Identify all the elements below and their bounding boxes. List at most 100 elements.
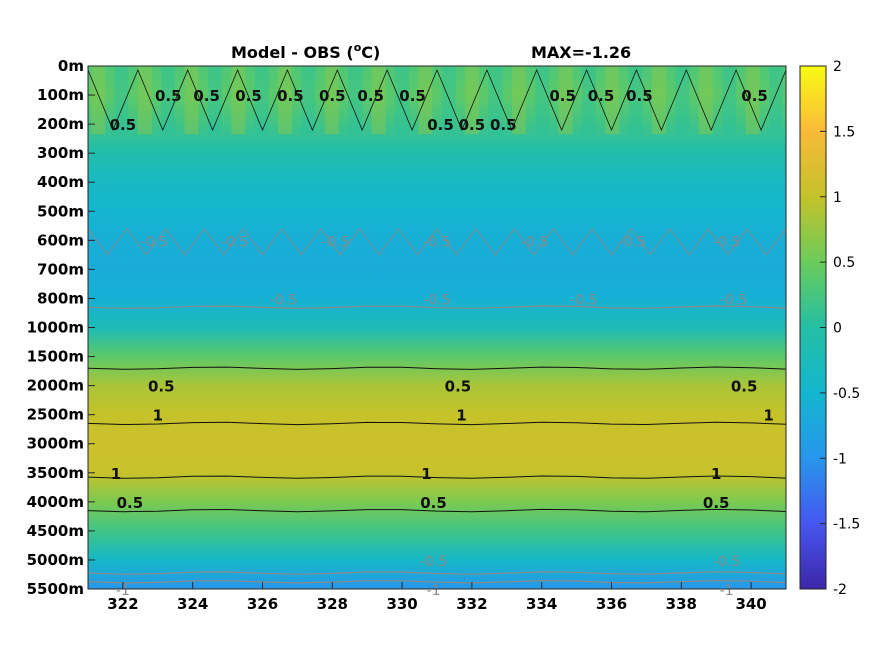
chart-title: Model - OBS (oC) bbox=[231, 41, 380, 62]
y-tick-label: 600m bbox=[37, 231, 84, 249]
upper-ocean-streak bbox=[278, 66, 293, 135]
contour-label: 0.5 bbox=[427, 116, 454, 134]
colorbar-tick-label: -1 bbox=[833, 451, 847, 467]
x-axis: 322 324 326 328 330 332 334 336 338 340 bbox=[107, 582, 767, 613]
upper-ocean-streak bbox=[441, 66, 456, 135]
contour-line-minus-half-upper bbox=[88, 227, 786, 256]
colorbar-tick-label: -0.5 bbox=[833, 386, 860, 402]
colorbar-tick-label: 1 bbox=[833, 190, 842, 206]
contour-label: 0.5 bbox=[148, 378, 175, 396]
contour-label: 0.5 bbox=[588, 87, 615, 105]
contour-label: -0.5 bbox=[713, 234, 740, 250]
x-tick-label: 334 bbox=[526, 595, 557, 613]
contour-label: 0.5 bbox=[549, 87, 576, 105]
y-tick-label: 5500m bbox=[27, 580, 84, 598]
y-tick-label: 1000m bbox=[27, 319, 84, 337]
contour-label: -0.5 bbox=[713, 554, 740, 570]
contour-label: 1 bbox=[763, 407, 773, 425]
contour-line-half-upper bbox=[88, 366, 786, 370]
y-tick-label: 300m bbox=[37, 144, 84, 162]
x-tick-label: 326 bbox=[247, 595, 278, 613]
y-tick-label: 200m bbox=[37, 115, 84, 133]
upper-ocean-streak bbox=[394, 66, 409, 135]
chart-title-degree: o bbox=[354, 41, 362, 54]
contour-label: 0.5 bbox=[110, 116, 137, 134]
upper-ocean-streak bbox=[558, 66, 573, 135]
x-tick-label: 340 bbox=[735, 595, 766, 613]
y-tick-label: 500m bbox=[37, 202, 84, 220]
y-tick-label: 800m bbox=[37, 289, 84, 307]
contour-label: 0.5 bbox=[459, 116, 486, 134]
upper-ocean-streak bbox=[161, 66, 176, 135]
contour-labels: 0.50.5 0.5 0.5 0.5 0.5 0.5 0.50.5 0.5 0.50.5 0.5 0… bbox=[110, 87, 774, 599]
upper-ocean-streak bbox=[511, 66, 526, 135]
contour-label: 1 bbox=[153, 407, 163, 425]
contour-label: 0.5 bbox=[420, 494, 447, 512]
contour-label: 1 bbox=[711, 465, 721, 483]
contour-label: 0.5 bbox=[155, 87, 182, 105]
x-tick-label: 324 bbox=[177, 595, 208, 613]
contour-label: -0.5 bbox=[720, 292, 747, 308]
x-tick-label: 336 bbox=[596, 595, 627, 613]
contour-label: 0.5 bbox=[703, 494, 730, 512]
y-tick-label: 1500m bbox=[27, 348, 84, 366]
y-axis: 0m 100m 200m 300m 400m 500m 600m 700m 800m 1000m 1… bbox=[27, 57, 95, 598]
contour-label: 1 bbox=[456, 407, 466, 425]
y-tick-label: 700m bbox=[37, 260, 84, 278]
contour-line-one-upper bbox=[88, 421, 786, 426]
contour-label: 0.5 bbox=[193, 87, 220, 105]
y-tick-label: 3000m bbox=[27, 435, 84, 453]
colorbar-tick-label: -2 bbox=[833, 582, 847, 598]
contour-label: 0.5 bbox=[490, 116, 517, 134]
contour-label: 0.5 bbox=[731, 378, 758, 396]
upper-ocean-streak bbox=[184, 66, 199, 135]
colorbar-tick-label: 1.5 bbox=[833, 124, 855, 140]
contour-label: 0.5 bbox=[357, 87, 384, 105]
colorbar-tick-label: 0 bbox=[833, 321, 842, 337]
field-texture bbox=[91, 66, 783, 135]
upper-ocean-streak bbox=[722, 66, 737, 135]
contour-label: -0.5 bbox=[423, 292, 450, 308]
upper-ocean-streak bbox=[581, 66, 596, 135]
x-tick-label: 328 bbox=[317, 595, 348, 613]
x-tick-label: 330 bbox=[386, 595, 417, 613]
contour-label: 0.5 bbox=[319, 87, 346, 105]
chart-title-unit: C) bbox=[361, 43, 380, 62]
contour-line-one-lower bbox=[88, 475, 786, 479]
y-tick-label: 400m bbox=[37, 173, 84, 191]
upper-ocean-streak bbox=[769, 66, 783, 135]
contour-label: -1 bbox=[116, 583, 130, 599]
contour-label: -0.5 bbox=[141, 234, 168, 250]
y-tick-label: 0m bbox=[58, 57, 84, 75]
upper-ocean-streak bbox=[91, 66, 105, 135]
contour-line-minus-one-bottom bbox=[88, 579, 786, 584]
contour-label: -0.5 bbox=[521, 234, 548, 250]
y-tick-label: 100m bbox=[37, 86, 84, 104]
contour-lines bbox=[88, 68, 786, 584]
contour-label: 0.5 bbox=[626, 87, 653, 105]
contour-label: -0.5 bbox=[619, 234, 646, 250]
contour-line-minus-half-bottom bbox=[88, 571, 786, 575]
x-tick-label: 322 bbox=[107, 595, 138, 613]
upper-ocean-streak bbox=[114, 66, 129, 135]
upper-ocean-streak bbox=[628, 66, 643, 135]
x-tick-label: 332 bbox=[456, 595, 487, 613]
y-tick-label: 4000m bbox=[27, 493, 84, 511]
y-tick-label: 2000m bbox=[27, 377, 84, 395]
heatmap-field bbox=[88, 66, 786, 589]
chart-title-text: Model - OBS ( bbox=[231, 43, 354, 62]
contour-line-half-lower bbox=[88, 508, 786, 513]
colorbar-tick-label: 0.5 bbox=[833, 255, 855, 271]
contour-label: -0.5 bbox=[221, 234, 248, 250]
upper-ocean-streak bbox=[675, 66, 690, 135]
colorbar-tick-label: -1.5 bbox=[833, 517, 860, 533]
contour-label: -1 bbox=[720, 583, 734, 599]
contour-label: -0.5 bbox=[423, 234, 450, 250]
colorbar-tick-label: 2 bbox=[833, 59, 842, 75]
contour-label: -1 bbox=[427, 583, 441, 599]
contour-label: 0.5 bbox=[399, 87, 426, 105]
y-tick-label: 5000m bbox=[27, 551, 84, 569]
upper-ocean-streak bbox=[605, 66, 620, 135]
upper-ocean-streak bbox=[348, 66, 363, 135]
